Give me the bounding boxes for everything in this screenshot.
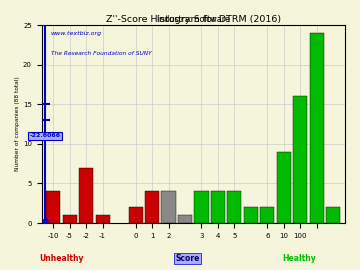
Text: The Research Foundation of SUNY: The Research Foundation of SUNY [51, 51, 151, 56]
Bar [194, 191, 208, 223]
Bar [145, 191, 159, 223]
Bar [46, 191, 60, 223]
Text: Score: Score [175, 254, 199, 263]
Bar [129, 207, 143, 223]
Bar [63, 215, 77, 223]
Bar [178, 215, 192, 223]
Text: Industry: Software: Industry: Software [157, 15, 230, 24]
Bar [211, 191, 225, 223]
Text: www.textbiz.org: www.textbiz.org [51, 31, 102, 36]
Bar [310, 33, 324, 223]
Text: -22.6066: -22.6066 [29, 133, 60, 139]
Text: Healthy: Healthy [282, 254, 316, 263]
Bar [228, 191, 242, 223]
Bar [277, 152, 291, 223]
Bar [293, 96, 307, 223]
Bar [261, 207, 274, 223]
Y-axis label: Number of companies (88 total): Number of companies (88 total) [15, 77, 20, 171]
Title: Z''-Score Histogram for DTRM (2016): Z''-Score Histogram for DTRM (2016) [106, 15, 281, 24]
Bar [327, 207, 341, 223]
Bar [79, 168, 93, 223]
Text: Unhealthy: Unhealthy [39, 254, 84, 263]
Bar [244, 207, 258, 223]
Bar [162, 191, 176, 223]
Bar [95, 215, 109, 223]
